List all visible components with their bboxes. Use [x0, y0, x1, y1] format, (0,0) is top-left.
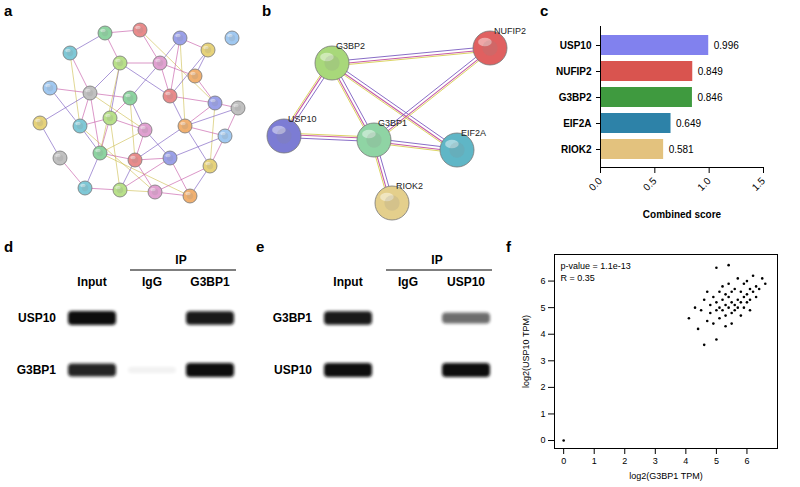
svg-text:IgG: IgG — [142, 275, 162, 289]
svg-text:G3BP1: G3BP1 — [378, 118, 407, 128]
svg-text:2: 2 — [622, 456, 627, 466]
svg-text:4: 4 — [683, 456, 688, 466]
svg-text:0.996: 0.996 — [714, 40, 739, 51]
svg-text:0.849: 0.849 — [698, 66, 723, 77]
svg-text:IP: IP — [431, 253, 442, 267]
svg-text:0.846: 0.846 — [697, 92, 722, 103]
svg-text:log2(USP10 TPM): log2(USP10 TPM) — [521, 315, 531, 388]
html-text:d: d — [4, 238, 14, 255]
html-text:e: e — [256, 238, 265, 255]
svg-text:R = 0.35: R = 0.35 — [561, 273, 595, 283]
svg-text:0.0: 0.0 — [587, 175, 605, 193]
svg-text:2: 2 — [540, 382, 545, 392]
svg-text:0: 0 — [561, 456, 566, 466]
svg-text:5: 5 — [540, 303, 545, 313]
svg-text:EIF2A: EIF2A — [563, 118, 591, 129]
svg-text:6: 6 — [540, 276, 545, 286]
svg-text:1.0: 1.0 — [695, 175, 713, 193]
svg-text:USP10: USP10 — [288, 114, 317, 124]
svg-text:Combined score: Combined score — [643, 209, 722, 220]
svg-text:1: 1 — [592, 456, 597, 466]
svg-text:G3BP2: G3BP2 — [559, 92, 592, 103]
html-text:a: a — [4, 2, 13, 19]
svg-text:3: 3 — [540, 356, 545, 366]
svg-text:5: 5 — [714, 456, 719, 466]
svg-text:RIOK2: RIOK2 — [396, 181, 423, 191]
svg-text:1: 1 — [540, 409, 545, 419]
svg-text:NUFIP2: NUFIP2 — [494, 26, 526, 36]
svg-text:0: 0 — [540, 435, 545, 445]
svg-text:NUFIP2: NUFIP2 — [556, 66, 592, 77]
svg-text:log2(G3BP1 TPM): log2(G3BP1 TPM) — [629, 471, 702, 481]
svg-text:G3BP1: G3BP1 — [17, 363, 57, 377]
svg-text:Input: Input — [333, 275, 362, 289]
svg-text:G3BP1: G3BP1 — [273, 311, 313, 325]
svg-text:EIF2A: EIF2A — [461, 128, 486, 138]
svg-text:IgG: IgG — [398, 275, 418, 289]
svg-text:p-value = 1.1e-13: p-value = 1.1e-13 — [561, 261, 631, 271]
html-text:b: b — [262, 2, 272, 19]
svg-text:6: 6 — [744, 456, 749, 466]
html-text:f: f — [506, 238, 511, 255]
svg-text:USP10: USP10 — [18, 311, 56, 325]
svg-text:0.649: 0.649 — [676, 118, 701, 129]
svg-text:USP10: USP10 — [560, 40, 592, 51]
svg-text:RIOK2: RIOK2 — [561, 144, 592, 155]
html-text:c: c — [540, 2, 549, 19]
svg-text:0.5: 0.5 — [641, 175, 659, 193]
svg-text:Input: Input — [77, 275, 106, 289]
svg-text:IP: IP — [175, 253, 186, 267]
svg-text:G3BP2: G3BP2 — [336, 41, 365, 51]
svg-text:G3BP1: G3BP1 — [190, 275, 230, 289]
svg-text:USP10: USP10 — [274, 363, 312, 377]
svg-text:0.581: 0.581 — [669, 144, 694, 155]
svg-text:1.5: 1.5 — [750, 175, 768, 193]
svg-text:USP10: USP10 — [447, 275, 485, 289]
svg-text:4: 4 — [540, 329, 545, 339]
svg-text:3: 3 — [653, 456, 658, 466]
